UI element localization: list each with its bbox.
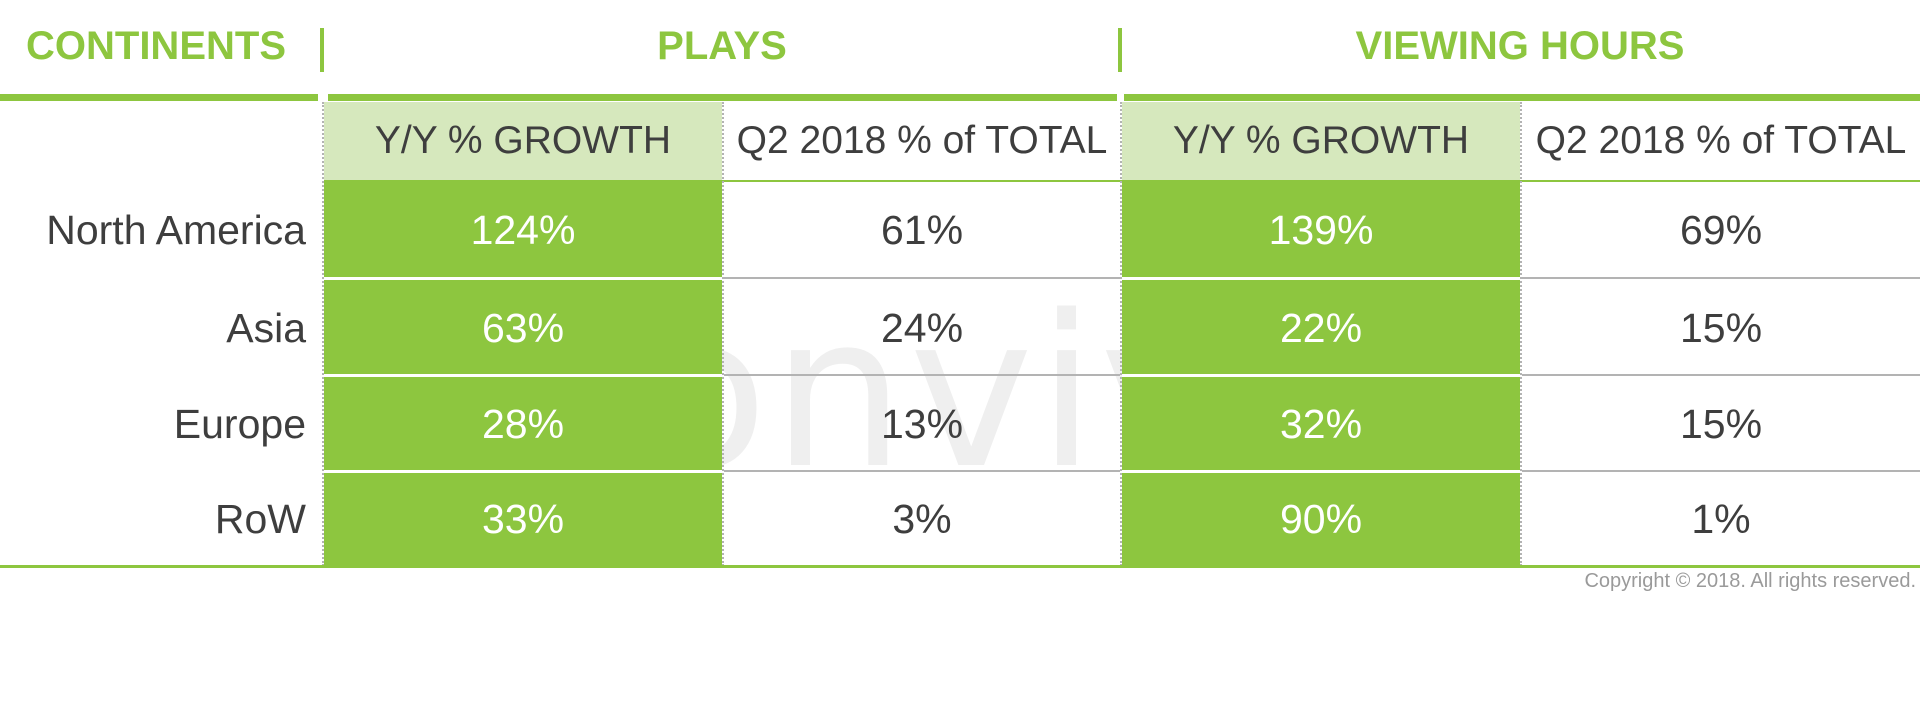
- cell-row-plays-share: 3%: [892, 495, 952, 542]
- cell-row-viewing-share: 1%: [1691, 495, 1751, 542]
- column-divider-0: [322, 102, 324, 566]
- row-separator-2-viewing: [1122, 374, 1520, 377]
- column-divider-3: [1520, 102, 1522, 566]
- header-plays: PLAYS: [657, 24, 787, 68]
- row-separator-2-plays-share: [724, 374, 1120, 376]
- row-separator-3-viewing-share: [1522, 470, 1920, 472]
- cell-north-america-plays-growth: 124%: [324, 182, 722, 278]
- cell-row-viewing-growth: 90%: [1122, 472, 1520, 566]
- cell-north-america-plays-share: 61%: [880, 206, 964, 253]
- subheader-viewing-growth: Y/Y % GROWTH: [1122, 102, 1520, 180]
- cell-asia-viewing-share: 15%: [1679, 304, 1763, 351]
- row-separator-2-viewing-share: [1522, 374, 1920, 376]
- row-separator-1-viewing-share: [1522, 277, 1920, 279]
- row-separator-1-viewing: [1122, 277, 1520, 280]
- row-label-europe: Europe: [173, 400, 306, 447]
- subheader-viewing-share: Q2 2018 % of TOTAL: [1535, 119, 1907, 162]
- row-separator-3-plays: [324, 470, 722, 473]
- cell-europe-viewing-share: 15%: [1679, 400, 1763, 447]
- row-label-row: RoW: [214, 495, 306, 542]
- cell-europe-plays-share: 13%: [880, 400, 964, 447]
- header-underline-continents: [0, 94, 318, 101]
- table-bottom-line: [0, 565, 1920, 568]
- header-divider-2: [1118, 28, 1122, 72]
- column-divider-1: [722, 102, 724, 566]
- cell-europe-viewing-growth: 32%: [1122, 376, 1520, 472]
- header-divider-1: [320, 28, 324, 72]
- row-separator-1-plays: [324, 277, 722, 280]
- row-separator-3-viewing: [1122, 470, 1520, 473]
- column-divider-2: [1120, 102, 1122, 566]
- row-separator-2-plays: [324, 374, 722, 377]
- subheader-plays-share: Q2 2018 % of TOTAL: [736, 119, 1108, 162]
- cell-row-plays-growth: 33%: [324, 472, 722, 566]
- header-underline-plays: [328, 94, 1117, 101]
- cell-asia-viewing-growth: 22%: [1122, 280, 1520, 376]
- cell-north-america-viewing-share: 69%: [1679, 206, 1763, 253]
- cell-asia-plays-growth: 63%: [324, 280, 722, 376]
- cell-north-america-viewing-growth: 139%: [1122, 182, 1520, 278]
- subheader-plays-growth: Y/Y % GROWTH: [324, 102, 722, 180]
- header-underline-viewing-hours: [1124, 94, 1920, 101]
- copyright-text: Copyright © 2018. All rights reserved.: [1584, 570, 1916, 592]
- row-label-asia: Asia: [226, 304, 306, 351]
- row-separator-1-plays-share: [724, 277, 1120, 279]
- subheader-bottom-line: [324, 180, 1920, 182]
- row-label-north-america: North America: [46, 206, 306, 253]
- cell-europe-plays-growth: 28%: [324, 376, 722, 472]
- row-separator-3-plays-share: [724, 470, 1120, 472]
- header-continents: CONTINENTS: [26, 24, 286, 68]
- header-viewing-hours: VIEWING HOURS: [1355, 24, 1685, 68]
- cell-asia-plays-share: 24%: [880, 304, 964, 351]
